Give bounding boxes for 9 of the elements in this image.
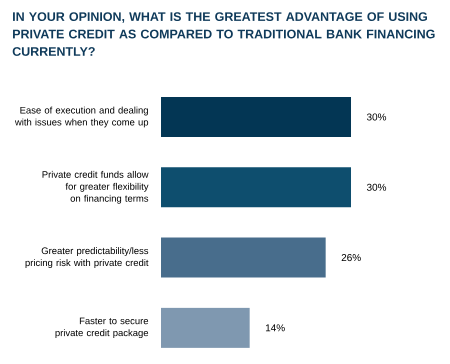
data-label: 30% — [366, 113, 386, 121]
data-label: 26% — [342, 254, 361, 262]
chart-title: IN YOUR OPINION, WHAT IS THE GREATEST ADVANTAGE OF USING PRIVATE CREDIT AS COMPARED TO TRADITIONAL BANK FINANCING CURRENTLY? — [12, 12, 435, 56]
y-tick-label: Ease of execution and dealing with issues when they come up — [14, 106, 148, 128]
y-tick-label: Private credit funds allow for greater flexibility on financing terms — [42, 170, 149, 204]
y-tick-label: Faster to secure private credit package — [56, 318, 148, 338]
data-label: 14% — [266, 324, 285, 332]
data-label: 30% — [366, 184, 386, 191]
y-tick-label: Greater predictability/less pricing risk with private credit — [26, 247, 148, 268]
